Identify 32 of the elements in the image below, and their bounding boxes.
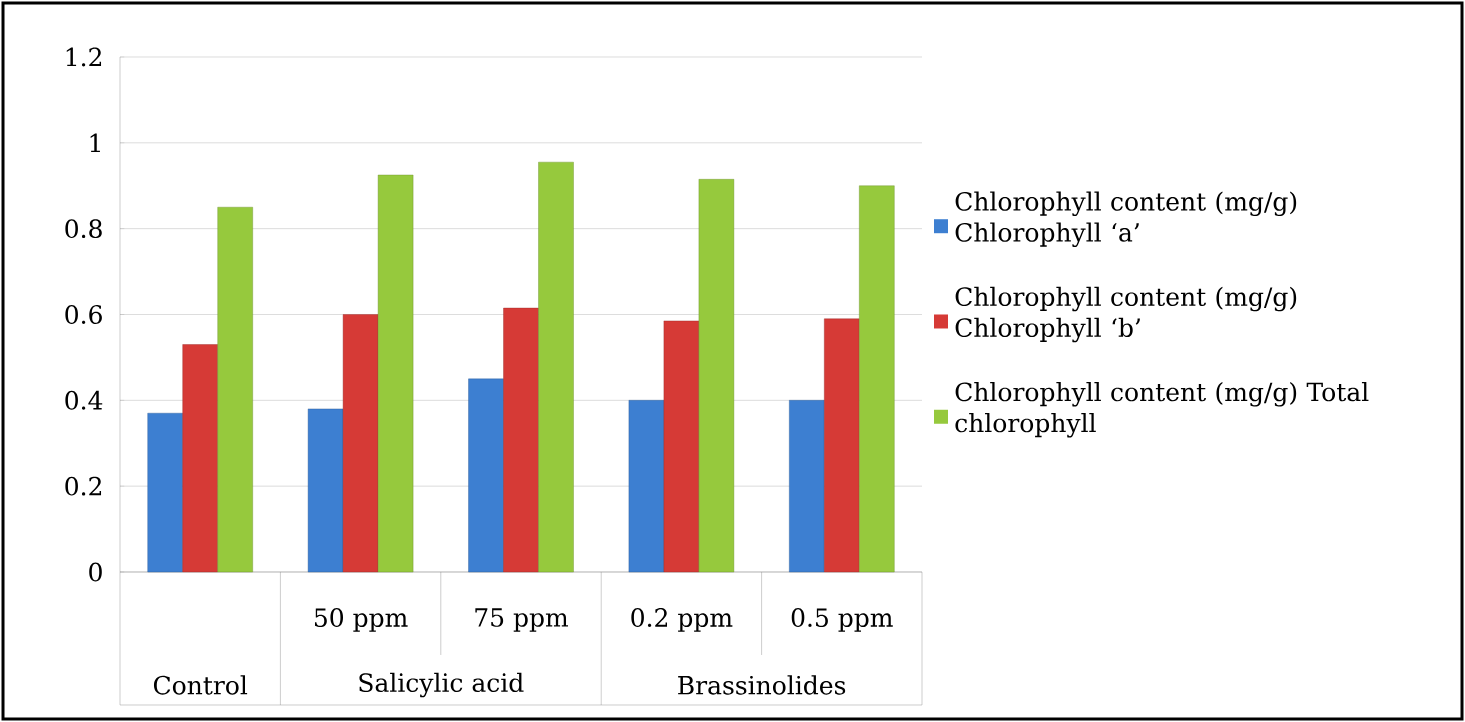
text: Salicylic acid	[359, 672, 524, 698]
x-tick-label: 0.2 ppm	[631, 608, 733, 632]
y-tick-label: 0.2	[65, 476, 102, 496]
legend-label: Chlorophyll content (mg/g) Chlorophyll ‘a’	[955, 191, 1297, 247]
bar	[377, 174, 414, 573]
y-tick-label: 1.2	[66, 47, 102, 67]
bar	[147, 413, 183, 573]
x-tick-label: 0.5 ppm	[791, 608, 893, 632]
bar	[468, 378, 504, 573]
y-tick-label: 0.4	[65, 390, 103, 410]
bar	[789, 400, 825, 573]
y-tick-label: 1	[90, 133, 100, 153]
bar	[342, 314, 379, 573]
y-tick-label: 0.6	[65, 305, 102, 324]
bar	[698, 179, 735, 573]
bar	[182, 344, 218, 573]
bar	[824, 318, 860, 573]
bar	[663, 320, 700, 573]
bar	[503, 307, 539, 573]
bar	[217, 207, 253, 573]
bar	[859, 185, 895, 573]
text: Control	[153, 675, 248, 695]
y-tick-label: 0	[89, 562, 102, 582]
bar	[307, 408, 344, 573]
legend-label: Chlorophyll content (mg/g) Total chlorophyll	[955, 381, 1369, 438]
text: Brassinolides	[678, 675, 846, 695]
bar	[628, 400, 665, 573]
x-tick-label: 50 ppm	[314, 608, 408, 632]
bar	[538, 161, 574, 573]
legend-label: Chlorophyll content (mg/g) Chlorophyll ‘b’	[955, 286, 1297, 343]
x-tick-label: 75 ppm	[475, 608, 569, 632]
y-tick-label: 0.8	[65, 219, 102, 239]
